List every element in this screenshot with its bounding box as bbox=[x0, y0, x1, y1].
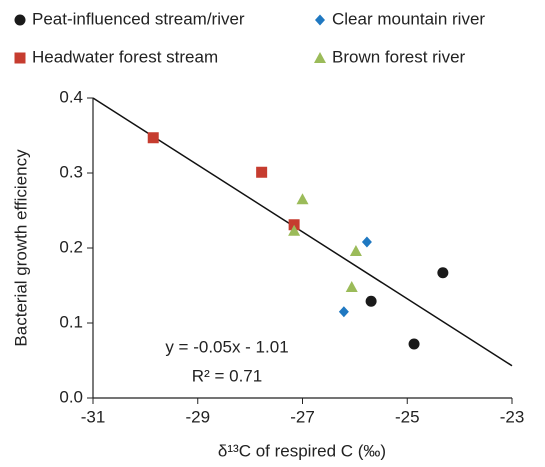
x-tick-label: -27 bbox=[290, 407, 315, 426]
legend-label: Headwater forest stream bbox=[32, 47, 218, 66]
legend-marker bbox=[14, 14, 26, 26]
point bbox=[147, 132, 159, 144]
x-tick-label: -31 bbox=[81, 407, 106, 426]
y-tick-label: 0.3 bbox=[59, 162, 83, 181]
y-tick-label: 0.2 bbox=[59, 237, 83, 256]
x-axis-label: δ¹³C of respired C (‰) bbox=[218, 441, 386, 460]
trendline bbox=[92, 97, 513, 367]
point bbox=[361, 236, 372, 248]
point bbox=[437, 267, 449, 279]
y-tick-label: 0.4 bbox=[59, 87, 83, 106]
point bbox=[288, 224, 301, 236]
point bbox=[256, 166, 268, 178]
legend-label: Peat-influenced stream/river bbox=[32, 9, 245, 28]
legend-label: Clear mountain river bbox=[332, 9, 485, 28]
point bbox=[408, 338, 420, 350]
x-tick-label: -25 bbox=[395, 407, 420, 426]
point bbox=[296, 193, 309, 205]
y-axis-label: Bacterial growth efficiency bbox=[11, 149, 30, 347]
point bbox=[365, 295, 377, 307]
legend-label: Brown forest river bbox=[332, 47, 466, 66]
point bbox=[345, 281, 358, 292]
legend-marker bbox=[314, 52, 326, 63]
y-tick-label: 0.1 bbox=[59, 312, 83, 331]
point bbox=[338, 306, 349, 318]
r-squared: R² = 0.71 bbox=[192, 366, 262, 385]
point bbox=[349, 245, 362, 256]
legend-marker bbox=[14, 52, 26, 64]
x-tick-label: -23 bbox=[500, 407, 525, 426]
legend-marker bbox=[315, 14, 325, 26]
x-tick-label: -29 bbox=[185, 407, 210, 426]
equation: y = -0.05x - 1.01 bbox=[165, 337, 288, 356]
y-tick-label: 0.0 bbox=[59, 387, 83, 406]
